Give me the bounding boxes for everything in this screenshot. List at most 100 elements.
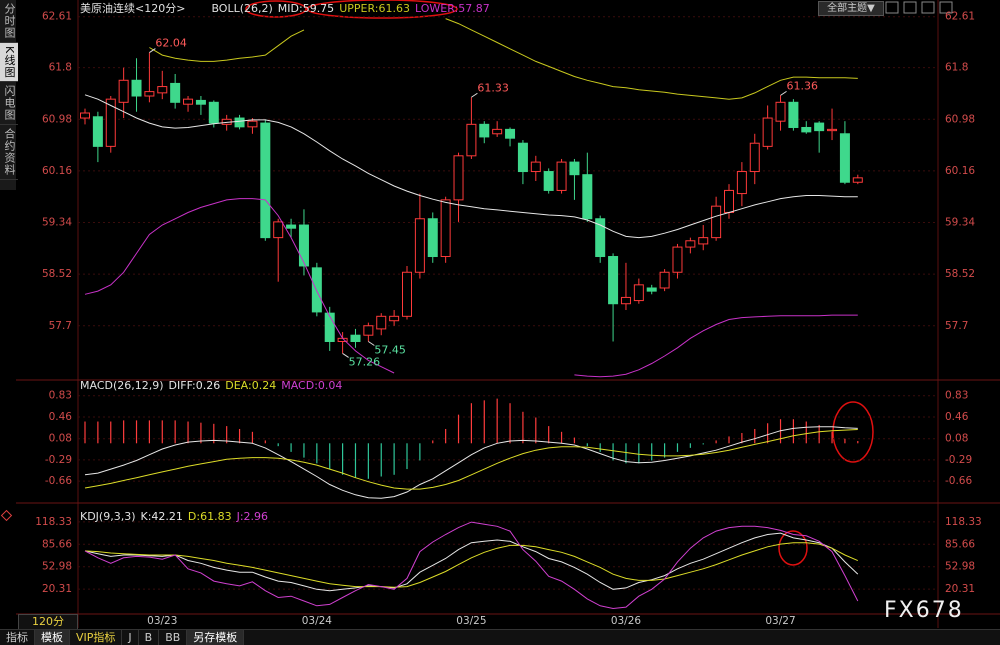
candle-body [389,315,400,322]
y-tick-label: 118.33 [35,516,72,528]
candle-body [183,98,194,105]
candle-body [775,101,786,122]
sidebar: 分时图 K线图 闪电图 合约资料 [0,0,18,190]
candle-body [144,91,155,97]
candle-body [234,117,245,128]
y-tick-label: 60.16 [42,165,72,177]
indicator-line [84,521,859,610]
candle-body [608,256,619,305]
toolbar-item[interactable]: 模板 [35,630,70,645]
candle-body [569,161,580,176]
extreme-label: 61.33 [477,81,509,94]
panel-marker [0,509,13,522]
toolbar-item[interactable]: BB [159,630,188,645]
y-tick-label-right: 52.98 [945,561,975,573]
candle-body [466,123,477,157]
toolbar-icon[interactable] [903,1,917,14]
x-tick-label: 03/24 [302,615,333,627]
toolbar-icon[interactable] [939,1,953,14]
legend-item: D:61.83 [188,510,232,523]
candle-body [324,312,335,342]
candle-body [92,116,103,147]
candle-body [698,237,709,245]
y-tick-label-right: 60.16 [945,165,975,177]
x-tick-label: 03/25 [456,615,486,627]
candle-body [492,128,503,135]
legend-item: K:42.21 [141,510,183,523]
candle-body [363,325,374,336]
toolbar: 指标 模板 VIP指标 J B BB 另存模板 [0,629,1000,645]
y-tick-label-right: 0.83 [945,390,968,402]
indicator-line [84,532,859,592]
period-button[interactable]: 120分 [18,614,78,630]
candle-body [852,177,863,183]
candle-body [749,142,760,173]
sidebar-tab[interactable]: 合约资料 [0,125,18,181]
candle-body [453,155,464,201]
toolbar-item[interactable]: J [122,630,139,645]
indicator-line [149,18,858,100]
y-tick-label-right: 59.34 [945,217,975,229]
candle-body [801,126,812,133]
candle-body [260,122,271,239]
candle-body [827,128,838,132]
sidebar-tab[interactable]: K线图 [0,43,18,83]
candle-body [273,221,284,239]
y-tick-label-right: -0.29 [945,454,972,466]
candle-body [157,86,168,94]
legend-item: DIFF:0.26 [169,379,221,392]
watermark: FX678 [884,598,964,623]
extreme-label: 57.26 [349,355,381,368]
candle-body [762,117,773,147]
y-tick-label: 0.08 [49,433,72,445]
legend-item: 美原油连续<120分> [80,1,185,15]
candle-body [582,174,593,220]
y-tick-label: -0.66 [45,475,72,487]
legend: 美原油连续<120分> BOLL(26,2) MID:59.75 UPPER:61.6… [80,1,490,15]
x-tick-label: 03/26 [611,615,642,627]
indicator-line [84,429,858,490]
candle-body [685,240,696,248]
toolbar-icon[interactable] [885,1,899,14]
candle-body [350,334,361,342]
candle-body [788,101,799,128]
candle-body [479,123,490,138]
y-tick-label: 62.61 [42,11,72,23]
legend: MACD(26,12,9) DIFF:0.26 DEA:0.24 MACD:0.04 [80,379,342,392]
candle-body [208,101,219,124]
sidebar-tab[interactable]: 闪电图 [0,82,18,126]
candle-body [646,287,657,292]
candle-body [80,112,90,119]
candle-body [170,82,181,103]
candle-body [376,315,387,330]
candle-body [118,79,129,103]
legend-item: UPPER:61.63 [339,2,410,15]
toolbar-item[interactable]: 指标 [0,630,35,645]
candle-body [195,99,206,105]
x-tick-label: 03/23 [147,615,177,627]
candle-body [814,122,825,132]
legend-item: MACD(26,12,9) [80,379,164,392]
theme-button[interactable]: 全部主题▼ [818,1,884,16]
highlight-ellipse [306,0,458,19]
y-tick-label: 60.98 [42,113,72,125]
extreme-marker [342,353,349,358]
toolbar-item[interactable]: 另存模板 [187,630,245,645]
y-tick-label-right: 118.33 [945,516,982,528]
candle-body [556,161,567,191]
toolbar-item[interactable]: B [139,630,160,645]
y-tick-label: 85.66 [42,538,72,550]
candle-body [105,98,116,147]
legend-item: DEA:0.24 [225,379,276,392]
toolbar-icon[interactable] [921,1,935,14]
y-tick-label-right: 61.8 [945,62,968,74]
extreme-marker [368,341,375,346]
indicator-line [84,94,858,239]
candle-body [530,161,541,173]
sidebar-tab[interactable]: 分时图 [0,0,18,43]
extreme-label: 61.36 [787,79,819,92]
candle-body [247,120,258,128]
candle-body [711,205,722,239]
toolbar-item[interactable]: VIP指标 [70,630,123,645]
legend-item: KDJ(9,3,3) [80,510,136,523]
